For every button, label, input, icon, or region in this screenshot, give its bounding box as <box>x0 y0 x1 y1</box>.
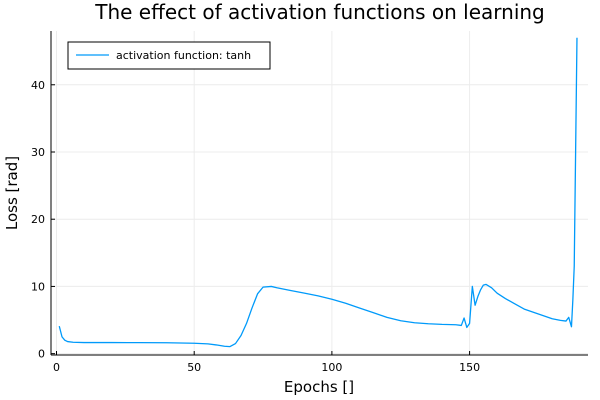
y-tick-label: 20 <box>31 213 45 226</box>
x-tick-label: 150 <box>459 361 480 374</box>
series-lines <box>58 37 578 348</box>
x-tick-label: 50 <box>187 361 201 374</box>
axes <box>50 31 588 356</box>
grid-lines <box>51 31 588 355</box>
y-tick-label: 0 <box>38 348 45 361</box>
tick-labels: 0 50 100 150 0 10 20 30 40 <box>31 79 480 374</box>
legend: activation function: tanh <box>67 41 271 70</box>
y-tick-label: 30 <box>31 146 45 159</box>
x-tick-label: 100 <box>321 361 342 374</box>
x-tick-label: 0 <box>53 361 60 374</box>
y-axis-label: Loss [rad] <box>3 156 21 230</box>
legend-label-tanh: activation function: tanh <box>116 49 251 62</box>
y-tick-label: 10 <box>31 280 45 293</box>
chart-title: The effect of activation functions on le… <box>94 0 545 24</box>
series-line-0 <box>58 37 578 348</box>
x-axis-label: Epochs [] <box>284 378 354 396</box>
y-tick-label: 40 <box>31 79 45 92</box>
